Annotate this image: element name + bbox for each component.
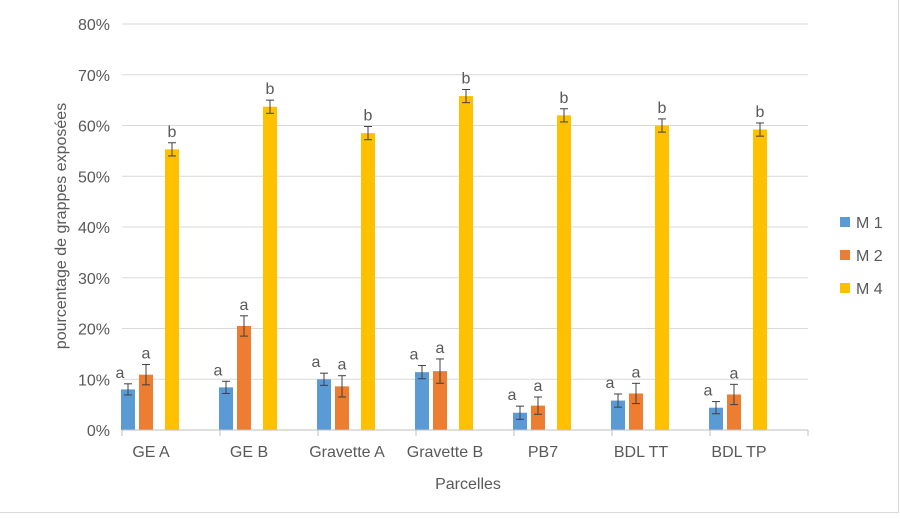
legend-swatch <box>840 250 850 260</box>
significance-label: b <box>266 81 275 98</box>
x-axis-label: Parcelles <box>435 476 501 493</box>
significance-label: a <box>534 378 543 395</box>
significance-label: a <box>338 357 347 374</box>
bar <box>219 387 233 430</box>
y-tick-label: 20% <box>78 322 110 339</box>
significance-label: a <box>632 364 641 381</box>
legend-item: M 4 <box>840 281 883 298</box>
x-tick-label: PB7 <box>528 444 558 461</box>
y-tick-label: 30% <box>78 271 110 288</box>
bar <box>531 405 545 430</box>
significance-label: b <box>462 70 471 87</box>
y-tick-label: 50% <box>78 169 110 186</box>
error-bar <box>320 372 328 386</box>
error-bar <box>462 88 470 104</box>
error-bar <box>632 382 640 405</box>
bar <box>165 149 179 431</box>
error-bar <box>658 118 666 133</box>
bar <box>263 106 277 430</box>
x-tick-label: GE B <box>230 444 268 461</box>
significance-label: b <box>364 108 373 125</box>
bar <box>753 129 767 430</box>
legend-swatch <box>840 217 850 227</box>
bar <box>727 394 741 430</box>
x-tick-label: BDL TP <box>711 444 766 461</box>
bar <box>629 393 643 430</box>
bar <box>317 379 331 430</box>
bar <box>237 325 251 430</box>
error-bar <box>222 380 230 394</box>
error-bar <box>712 401 720 415</box>
significance-label: a <box>214 362 223 379</box>
significance-label: b <box>658 100 667 117</box>
legend: M 1 M 2 M 4 <box>840 215 883 298</box>
significance-label: a <box>116 365 125 382</box>
significance-label: b <box>560 90 569 107</box>
bar <box>655 125 669 430</box>
error-bar <box>418 365 426 380</box>
x-tick-label: Gravette A <box>309 444 385 461</box>
error-bar <box>338 375 346 398</box>
error-bars <box>124 88 764 420</box>
bar <box>139 374 153 430</box>
bar <box>433 371 447 430</box>
legend-swatch <box>840 283 850 293</box>
y-tick-label: 0% <box>87 423 110 440</box>
significance-label: a <box>410 347 419 364</box>
error-bar <box>142 364 150 386</box>
y-tick-label: 70% <box>78 68 110 85</box>
bar <box>121 389 135 430</box>
significance-label: a <box>508 387 517 404</box>
error-bar <box>168 142 176 157</box>
bar <box>557 115 571 430</box>
significance-label: a <box>436 340 445 357</box>
error-bar <box>756 122 764 137</box>
x-tick-label: GE A <box>132 444 170 461</box>
error-bar <box>614 393 622 408</box>
bar <box>361 133 375 431</box>
y-axis-label: pourcentage de grappes exposées <box>53 103 70 349</box>
y-tick-label: 80% <box>78 17 110 34</box>
legend-item: M 1 <box>840 215 883 232</box>
bar <box>459 96 473 430</box>
error-bar <box>560 108 568 123</box>
y-tick-label: 60% <box>78 119 110 136</box>
bar <box>513 412 527 430</box>
significance-label: a <box>240 297 249 314</box>
error-bar <box>516 405 524 420</box>
significance-label: a <box>312 354 321 371</box>
error-bar <box>364 126 372 141</box>
legend-label: M 2 <box>856 248 883 265</box>
error-bar <box>534 396 542 415</box>
x-tick-label: BDL TT <box>614 444 668 461</box>
significance-label: a <box>704 383 713 400</box>
significance-label: a <box>606 375 615 392</box>
error-bar <box>436 358 444 384</box>
legend-label: M 1 <box>856 215 883 232</box>
bar <box>611 400 625 430</box>
significance-label: a <box>142 346 151 363</box>
bar <box>709 407 723 430</box>
bar <box>415 372 429 430</box>
axes: 0% 10% 20% 30% 40% 50% 60% 70% 80% GE A GE B Gravet… <box>78 17 809 461</box>
y-tick-label: 40% <box>78 220 110 237</box>
significance-label: b <box>168 124 177 141</box>
legend-label: M 4 <box>856 281 883 298</box>
significance-label: a <box>730 365 739 382</box>
error-bar <box>124 383 132 396</box>
error-bar <box>730 383 738 406</box>
x-tick-label: Gravette B <box>407 444 483 461</box>
legend-item: M 2 <box>840 248 883 265</box>
error-bar <box>266 99 274 114</box>
bars <box>121 96 767 431</box>
y-tick-label: 10% <box>78 372 110 389</box>
error-bar <box>240 315 248 337</box>
significance-label: b <box>756 104 765 121</box>
